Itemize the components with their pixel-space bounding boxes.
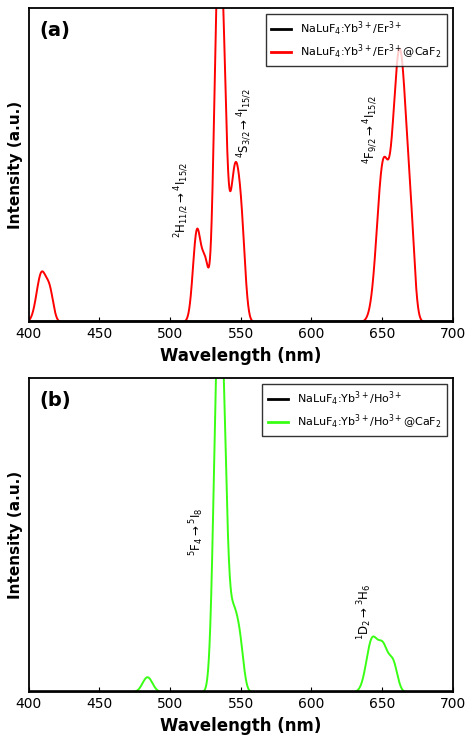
Text: $^1$D$_2$$\rightarrow$$^3$H$_6$: $^1$D$_2$$\rightarrow$$^3$H$_6$: [356, 584, 374, 640]
X-axis label: Wavelength (nm): Wavelength (nm): [160, 346, 321, 365]
Y-axis label: Intensity (a.u.): Intensity (a.u.): [9, 471, 23, 600]
Text: (b): (b): [39, 391, 71, 410]
Text: $^4$S$_{3/2}$$\rightarrow$$^4$I$_{15/2}$: $^4$S$_{3/2}$$\rightarrow$$^4$I$_{15/2}$: [236, 88, 254, 158]
Text: $^2$H$_{11/2}$$\rightarrow$$^4$I$_{15/2}$: $^2$H$_{11/2}$$\rightarrow$$^4$I$_{15/2}…: [172, 161, 191, 238]
X-axis label: Wavelength (nm): Wavelength (nm): [160, 717, 321, 735]
Text: $^4$F$_{9/2}$$\rightarrow$$^4$I$_{15/2}$: $^4$F$_{9/2}$$\rightarrow$$^4$I$_{15/2}$: [362, 95, 380, 164]
Text: (a): (a): [39, 21, 70, 40]
Text: $^5$F$_4$$\rightarrow$$^5$I$_8$: $^5$F$_4$$\rightarrow$$^5$I$_8$: [188, 507, 206, 556]
Y-axis label: Intensity (a.u.): Intensity (a.u.): [9, 101, 23, 230]
Legend: NaLuF$_4$:Yb$^{3+}$/Er$^{3+}$, NaLuF$_4$:Yb$^{3+}$/Er$^{3+}$@CaF$_2$: NaLuF$_4$:Yb$^{3+}$/Er$^{3+}$, NaLuF$_4$…: [266, 14, 447, 66]
Legend: NaLuF$_4$:Yb$^{3+}$/Ho$^{3+}$, NaLuF$_4$:Yb$^{3+}$/Ho$^{3+}$@CaF$_2$: NaLuF$_4$:Yb$^{3+}$/Ho$^{3+}$, NaLuF$_4$…: [263, 384, 447, 436]
